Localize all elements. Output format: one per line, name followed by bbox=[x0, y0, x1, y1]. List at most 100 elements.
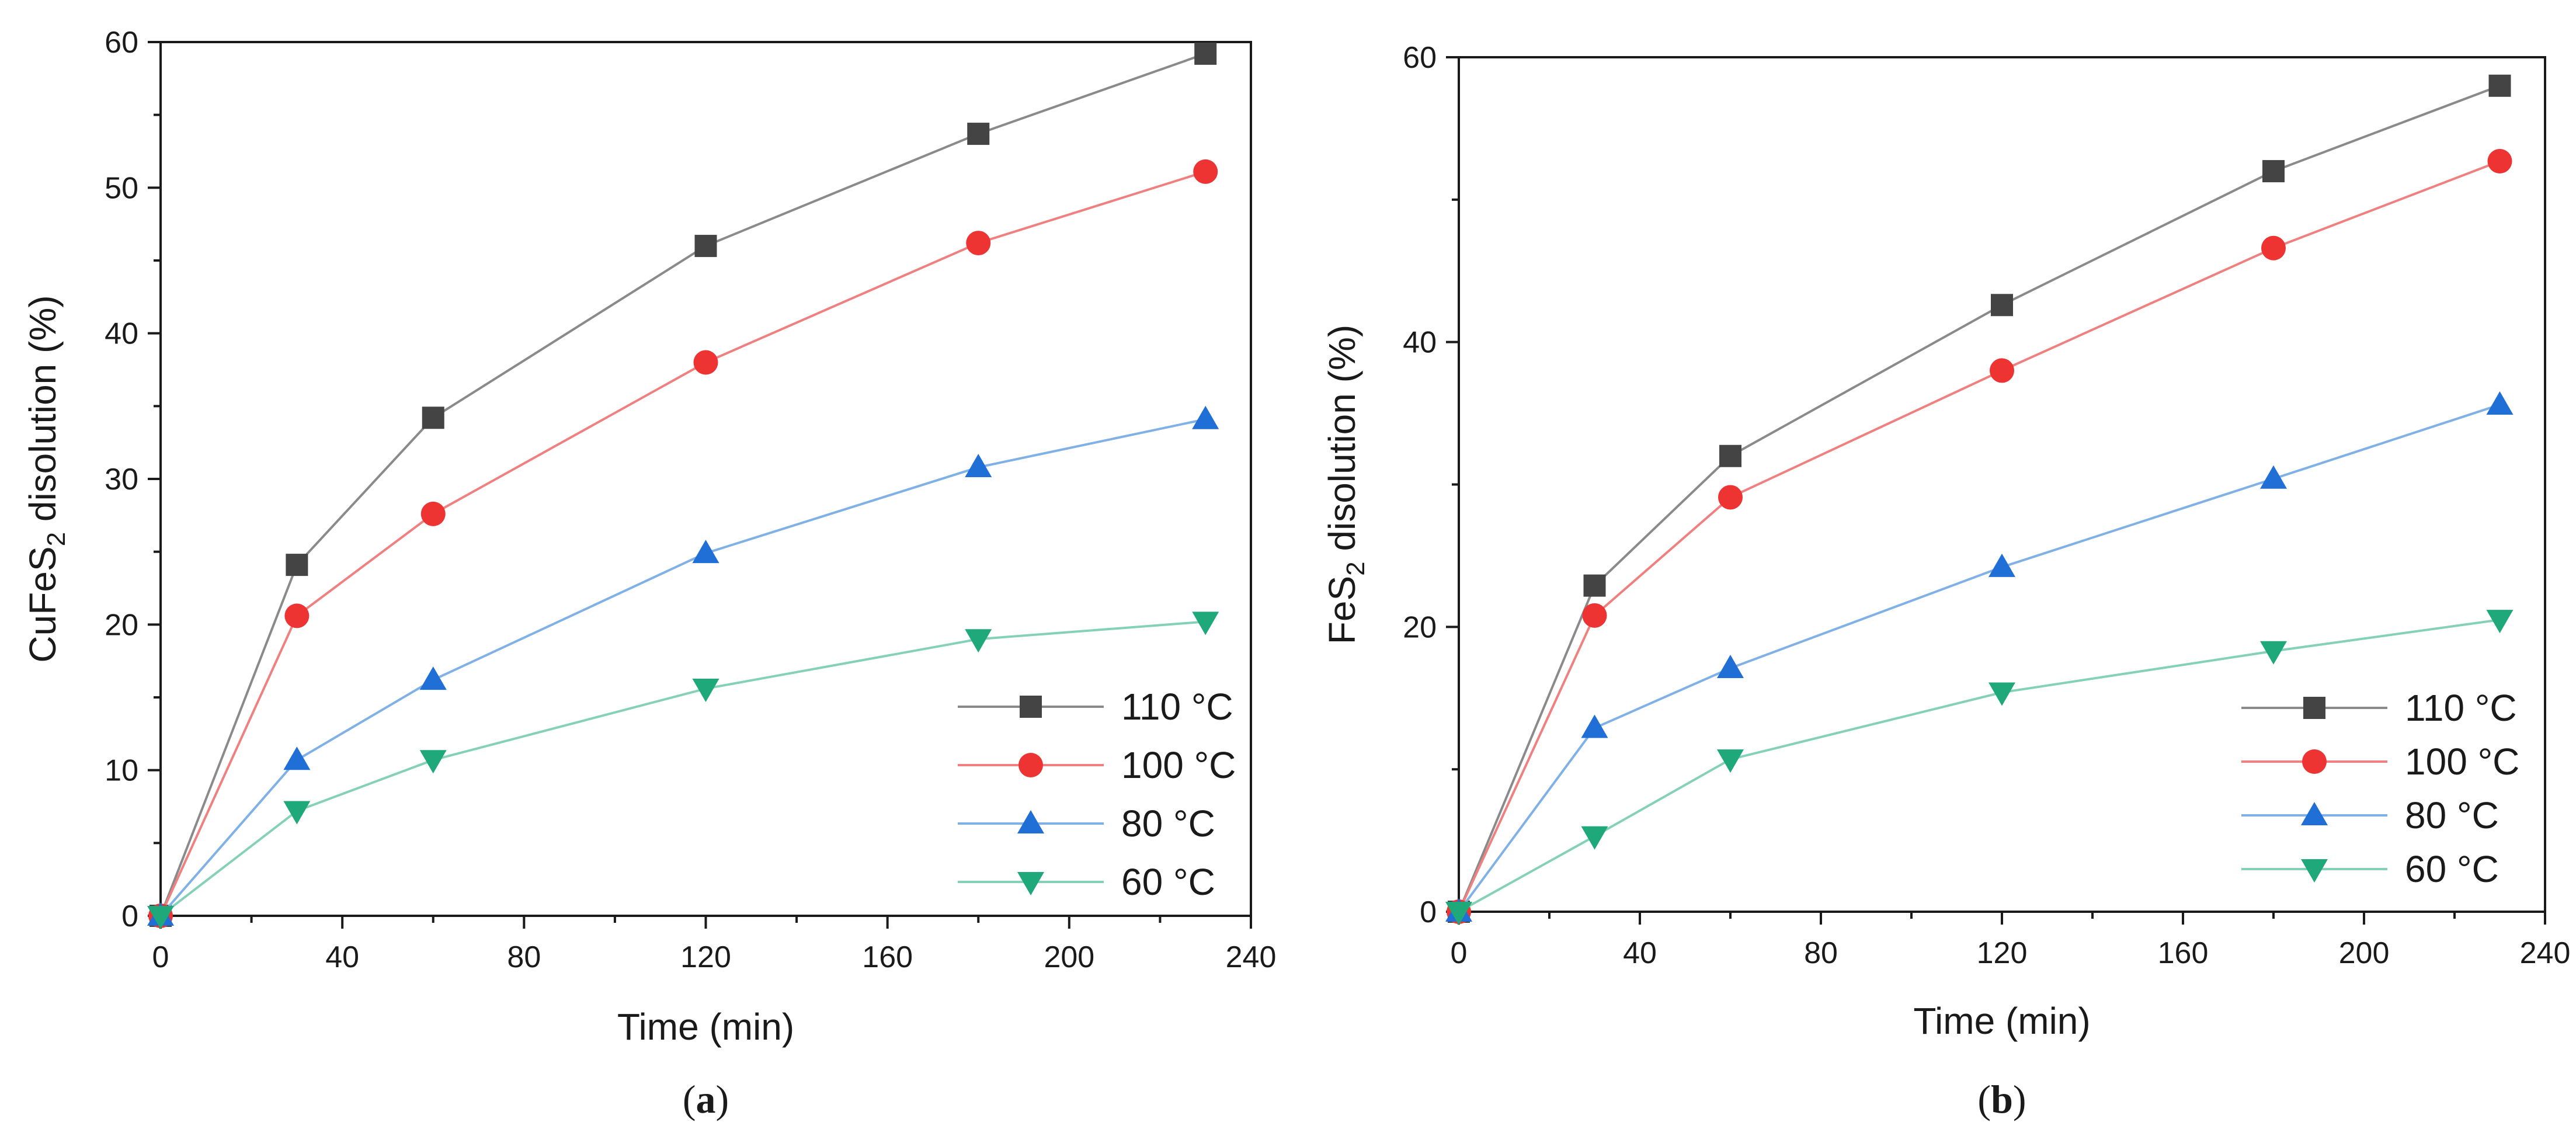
y-tick-label: 30 bbox=[105, 463, 138, 496]
legend-marker-100-c bbox=[2302, 749, 2327, 774]
data-point-80-c bbox=[1717, 655, 1744, 679]
data-point-110-c bbox=[1719, 444, 1741, 467]
data-point-110-c bbox=[2488, 74, 2511, 97]
legend-marker-60-c bbox=[2301, 859, 2328, 883]
y-tick-label: 60 bbox=[1403, 41, 1437, 75]
legend-label-60-c: 60 °C bbox=[1121, 861, 1215, 903]
legend-label-100-c: 100 °C bbox=[1121, 744, 1236, 786]
y-axis-title-rest: disolution (%) bbox=[22, 295, 64, 532]
y-axis-title-main: CuFeS bbox=[22, 546, 64, 662]
x-tick-label: 0 bbox=[152, 940, 169, 974]
y-tick-label: 20 bbox=[105, 608, 138, 642]
plot-frame bbox=[1458, 56, 2546, 913]
data-point-60-c bbox=[692, 679, 719, 703]
data-point-60-c bbox=[1445, 902, 1472, 925]
x-tick-label: 240 bbox=[1226, 940, 1277, 974]
x-tick-label: 40 bbox=[325, 940, 359, 974]
data-point-100-c bbox=[966, 231, 991, 256]
series-line-60-c bbox=[159, 620, 1206, 917]
legend-label-110-c: 110 °C bbox=[2405, 687, 2517, 729]
data-point-60-c bbox=[283, 801, 311, 825]
panel-label-letter: a bbox=[696, 1077, 716, 1121]
y-axis-title: FeS2 disolution (%) bbox=[1321, 325, 1370, 644]
data-point-60-c bbox=[419, 750, 447, 774]
x-tick-label: 240 bbox=[2520, 936, 2571, 970]
chart-panel-a: 0 40 80 120 160 200 240 0 10 20 30 40 50 60 Time (min)… bbox=[22, 26, 1276, 1121]
x-tick-label: 80 bbox=[1804, 936, 1838, 970]
y-tick-label: 50 bbox=[105, 171, 138, 205]
y-tick-label: 0 bbox=[121, 899, 138, 933]
x-tick-label: 120 bbox=[1977, 936, 2028, 970]
x-axis-title: Time (min) bbox=[617, 1006, 794, 1048]
x-tick-label: 120 bbox=[680, 940, 731, 974]
series-line-60-c bbox=[1458, 619, 2500, 913]
legend: 110 °C 100 °C 80 °C 60 °C bbox=[2241, 687, 2519, 890]
legend-marker-110-c bbox=[2303, 697, 2325, 719]
data-point-80-c bbox=[419, 666, 447, 690]
data-point-110-c bbox=[286, 554, 308, 576]
data-point-110-c bbox=[2262, 160, 2285, 183]
x-axis-title: Time (min) bbox=[1913, 1000, 2090, 1042]
x-tick-label: 160 bbox=[2158, 936, 2209, 970]
y-tick-label: 60 bbox=[105, 26, 138, 60]
x-tick-label: 160 bbox=[862, 940, 913, 974]
x-tick-label: 200 bbox=[1044, 940, 1094, 974]
data-point-60-c bbox=[1989, 682, 2015, 706]
series-line-80-c bbox=[1458, 404, 2501, 913]
legend-marker-110-c bbox=[1020, 696, 1042, 718]
legend-marker-60-c bbox=[1017, 872, 1044, 895]
x-tick-label: 40 bbox=[1623, 936, 1657, 970]
data-point-60-c bbox=[1717, 749, 1744, 773]
data-point-80-c bbox=[2260, 465, 2287, 489]
y-axis-title: CuFeS2 disolution (%) bbox=[22, 295, 71, 662]
data-point-100-c bbox=[2261, 235, 2286, 260]
data-point-100-c bbox=[1990, 358, 2014, 383]
series-line-110-c bbox=[159, 53, 1206, 916]
data-point-60-c bbox=[147, 906, 174, 929]
data-point-110-c bbox=[1583, 574, 1606, 597]
data-point-80-c bbox=[2486, 391, 2514, 415]
panel-label: (a) bbox=[683, 1077, 729, 1121]
y-tick-label: 40 bbox=[1403, 326, 1437, 360]
x-tick-label: 200 bbox=[2339, 936, 2390, 970]
legend-label-60-c: 60 °C bbox=[2405, 848, 2499, 890]
y-tick-label: 0 bbox=[1420, 895, 1437, 929]
series-line-100-c bbox=[1458, 160, 2501, 912]
x-tick-label: 80 bbox=[507, 940, 541, 974]
y-tick-label: 20 bbox=[1403, 610, 1437, 644]
series-line-110-c bbox=[1458, 84, 2501, 912]
legend-marker-100-c bbox=[1018, 753, 1043, 777]
data-point-100-c bbox=[693, 350, 718, 375]
data-point-80-c bbox=[1581, 714, 1608, 738]
data-point-110-c bbox=[694, 235, 717, 258]
data-point-60-c bbox=[2260, 641, 2287, 665]
y-tick-label: 40 bbox=[105, 317, 138, 351]
legend: 110 °C 100 °C 80 °C 60 °C bbox=[958, 686, 1236, 903]
legend-label-80-c: 80 °C bbox=[2405, 794, 2499, 836]
panel-label: (b) bbox=[1977, 1077, 2026, 1121]
data-point-80-c bbox=[965, 454, 992, 478]
y-tick-label: 10 bbox=[105, 754, 138, 788]
data-point-100-c bbox=[284, 603, 310, 628]
data-point-80-c bbox=[692, 540, 719, 564]
data-point-60-c bbox=[2486, 610, 2514, 634]
plot-frame bbox=[159, 41, 1252, 917]
data-point-80-c bbox=[1192, 405, 1219, 429]
data-point-110-c bbox=[1194, 42, 1217, 65]
legend-label-80-c: 80 °C bbox=[1121, 803, 1215, 845]
series-line-100-c bbox=[159, 170, 1206, 916]
legend-label-110-c: 110 °C bbox=[1121, 686, 1233, 728]
data-point-110-c bbox=[422, 407, 444, 429]
data-point-100-c bbox=[1193, 159, 1218, 184]
x-tick-label: 0 bbox=[1451, 936, 1468, 970]
data-point-100-c bbox=[2487, 148, 2512, 173]
y-axis-title-main: FeS bbox=[1321, 576, 1363, 644]
data-point-100-c bbox=[1718, 485, 1743, 510]
series-line-80-c bbox=[159, 418, 1206, 917]
data-point-60-c bbox=[965, 629, 992, 653]
chart-panel-b: 0 40 80 120 160 200 240 0 20 40 60 Time (min) FeS2 d… bbox=[1321, 41, 2570, 1121]
y-axis-title-subscript: 2 bbox=[1341, 561, 1370, 575]
legend-label-100-c: 100 °C bbox=[2405, 741, 2519, 783]
data-point-80-c bbox=[1989, 553, 2015, 577]
